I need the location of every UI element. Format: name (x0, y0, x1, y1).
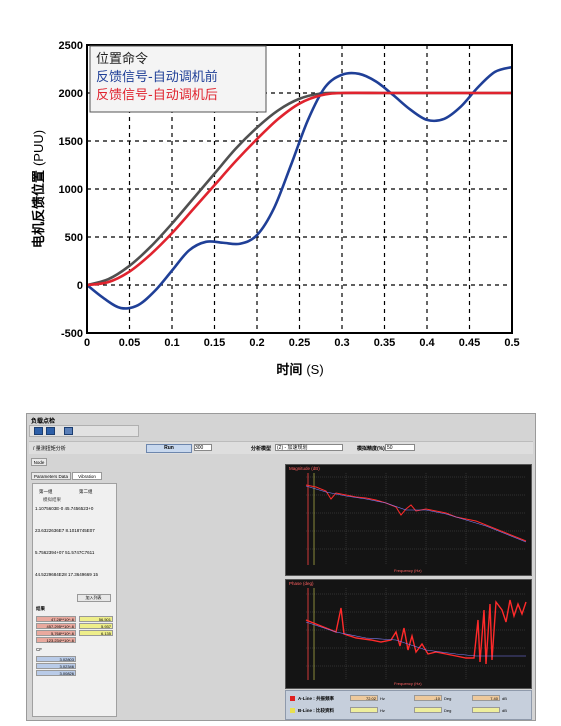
cf-cell-3: 3.00826 (36, 670, 76, 676)
x-tick-label: 0.3 (334, 337, 349, 349)
x-tick-label: 0.05 (119, 337, 140, 349)
result-cell-2: 457.295**10^-6 (36, 623, 76, 629)
y-tick-label: 2000 (59, 88, 83, 100)
b-line-phase-value (414, 707, 442, 713)
precision-input[interactable]: 50 (385, 444, 415, 451)
legend: 位置命令 反馈信号-自动调机前 反馈信号-自动调机后 (89, 45, 267, 113)
save-icon[interactable] (46, 427, 55, 435)
a-line-swatch (290, 696, 295, 701)
value-row-2: 23.6322636E7 8.1018745E07 (35, 528, 95, 533)
analysis-model-select[interactable]: (2) - 加速规划 (275, 444, 343, 451)
tab-vibration[interactable]: Vibration (72, 472, 102, 480)
x-axis-title: 时间 (S) (276, 362, 323, 378)
group2-header: 第二组 (79, 489, 93, 494)
group1-header: 第一组 (39, 489, 53, 494)
result-right-cell-3: 6.135 (79, 630, 113, 636)
cursor-readout-panel: A-Line : 共振频率 72.02 Hz -10 Deg 7.40 dB B… (285, 690, 532, 720)
x-tick-label: 0.4 (419, 337, 435, 349)
window-title: 负载点检 (31, 419, 56, 425)
after-tuning-line (86, 91, 512, 287)
a-line-gain-unit: dB (502, 696, 507, 701)
result-label: 结果 (36, 606, 45, 611)
a-line-freq-value: 72.02 (350, 695, 378, 701)
x-tick-label: 0.25 (289, 337, 310, 349)
tab-parameters-data[interactable]: Parameters Data (31, 472, 71, 480)
y-tick-labels: -500 0 500 1000 1500 2000 2500 (59, 40, 83, 340)
y-tick-label: 2500 (59, 40, 83, 52)
result-cell-4: 123.234**10^-6 (36, 637, 76, 643)
legend-box (89, 45, 267, 113)
value-row-4: 44.5229684E28 17.3649669 15 (35, 572, 99, 577)
y-tick-label: 500 (65, 232, 83, 244)
b-line-phase-unit: Deg (444, 708, 452, 713)
a-line-label: A-Line : 共振频率 (298, 696, 334, 701)
cf-cell-1: 3.02803 (36, 656, 76, 662)
legend-entry-command: 位置命令 (96, 51, 148, 67)
open-icon[interactable] (34, 427, 43, 435)
x-tick-label: 0.1 (164, 337, 179, 349)
legend-entry-after-tuning: 反馈信号-自动调机后 (96, 88, 218, 103)
sim-result-label: 模拟结果 (43, 497, 61, 502)
b-line-freq-value (350, 707, 378, 713)
analysis-toolbar: / 量测扭矩分析 Run 300 分析模型 (2) - 加速规划 模拟精度(%)… (29, 441, 533, 454)
chart-icon[interactable] (64, 427, 73, 435)
y-tick-label: 0 (77, 280, 83, 292)
x-tick-label: 0.2 (249, 337, 264, 349)
x-tick-labels: 0 0.05 0.1 0.15 0.2 0.25 0.3 0.35 0.4 0.45 0.5 (84, 337, 520, 349)
result-cell-1: 47.28**10^-6 (36, 616, 76, 622)
chart-series (86, 65, 513, 310)
y-axis-title: 电机反馈位置(PUU) (31, 130, 47, 248)
result-right-cell-1: 56.501 (79, 616, 113, 622)
b-line-swatch (290, 708, 295, 713)
x-tick-label: 0.35 (374, 337, 395, 349)
y-tick-label: 1000 (59, 184, 83, 196)
x-tick-label: 0.5 (504, 337, 519, 349)
cf-cell-2: 3.02346 (36, 663, 76, 669)
y-tick-label: -500 (61, 328, 83, 340)
run-button[interactable]: Run (146, 444, 192, 453)
magnitude-plot-xlabel: Frequency (Hz) (394, 568, 422, 573)
phase-trace (305, 588, 527, 680)
count-input[interactable]: 300 (194, 444, 212, 451)
b-line-gain-unit: dB (502, 708, 507, 713)
before-tuning-line (86, 65, 513, 310)
analysis-model-label: 分析模型 (251, 446, 272, 452)
x-tick-label: 0 (84, 337, 90, 349)
magnitude-trace (305, 473, 527, 565)
a-line-phase-value: -10 (414, 695, 442, 701)
result-cell-3: 5,768**10^-6 (36, 630, 76, 636)
plot-frame (86, 44, 513, 334)
left-parameter-panel: 第一组 第二组 模拟结果 1.1075603E-0 45.7456523+0 2… (32, 483, 117, 717)
b-line-label: B-Line : 比较资料 (298, 708, 334, 713)
position-chart: 0 0.05 0.1 0.15 0.2 0.25 0.3 0.35 0.4 0.45 0.5 -50… (31, 40, 520, 378)
value-row-1: 1.1075603E-0 45.7456523+0 (35, 506, 94, 511)
b-line-gain-value (472, 707, 500, 713)
a-line-gain-value: 7.40 (472, 695, 500, 701)
y-tick-label: 1500 (59, 136, 83, 148)
value-row-3: 5.7562394+07 51.5747C7611 (35, 550, 95, 555)
load-list-button[interactable]: 加入列表 (77, 594, 111, 602)
cf-label: CF (36, 647, 42, 652)
result-right-cell-2: 5.937 (79, 623, 113, 629)
a-line-phase-unit: Deg (444, 696, 452, 701)
tuning-software-window: 负载点检 / 量测扭矩分析 Run 300 分析模型 (2) - 加速规划 模拟… (26, 413, 536, 721)
x-tick-label: 0.15 (204, 337, 225, 349)
phase-plot-xlabel: Frequency (Hz) (394, 681, 422, 686)
phase-plot: Phase (deg) Frequency (Hz) (285, 579, 532, 689)
a-line-freq-unit: Hz (380, 696, 385, 701)
magnitude-plot-title: Magnitude (dB) (289, 466, 320, 471)
precision-label: 模拟精度(%) (357, 446, 385, 452)
toolbar-label: / 量测扭矩分析 (33, 446, 66, 452)
x-tick-label: 0.45 (459, 337, 480, 349)
phase-plot-title: Phase (deg) (289, 581, 314, 586)
main-toolbar (29, 425, 139, 437)
magnitude-plot: Magnitude (dB) Frequency (Hz) (285, 464, 532, 576)
b-line-freq-unit: Hz (380, 708, 385, 713)
tab-node[interactable]: Node (31, 458, 47, 466)
legend-entry-before-tuning: 反馈信号-自动调机前 (96, 69, 218, 85)
